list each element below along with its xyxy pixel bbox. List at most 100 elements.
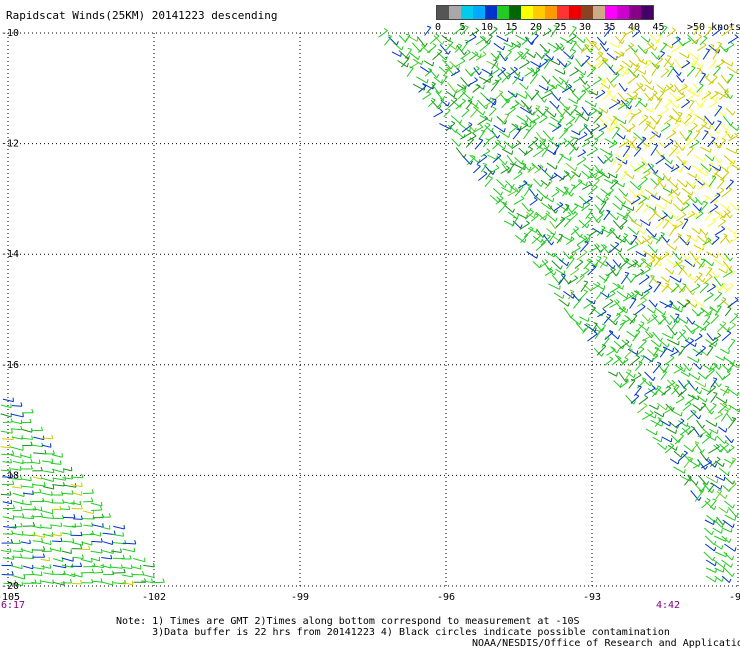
wind-barb xyxy=(603,273,610,284)
wind-barb xyxy=(571,130,581,136)
wind-barb xyxy=(467,100,478,107)
wind-barb xyxy=(575,42,585,52)
wind-barb xyxy=(559,171,570,182)
wind-barb xyxy=(510,100,519,110)
wind-barb xyxy=(530,60,541,68)
wind-barb xyxy=(691,34,702,45)
wind-barb xyxy=(71,544,83,550)
wind-barb xyxy=(724,306,732,317)
wind-barb xyxy=(717,137,726,149)
wind-barb xyxy=(485,34,493,44)
wind-barb xyxy=(669,458,680,465)
wind-barb xyxy=(549,100,560,109)
wind-barb xyxy=(83,497,94,503)
wind-barb xyxy=(715,108,727,117)
wind-barb xyxy=(23,564,34,570)
wind-barb xyxy=(31,571,43,577)
wind-barb xyxy=(12,574,26,580)
wind-barb xyxy=(80,545,91,550)
wind-barb xyxy=(580,55,591,67)
wind-barb xyxy=(669,224,677,237)
wind-barb xyxy=(493,124,506,133)
wind-barb xyxy=(62,466,73,472)
wind-barb xyxy=(555,268,566,275)
wind-barb xyxy=(485,169,492,180)
wind-barb xyxy=(570,244,581,254)
wind-barb xyxy=(521,202,532,212)
wind-barb xyxy=(563,122,573,132)
wind-barb xyxy=(652,172,665,181)
wind-barb xyxy=(686,180,696,189)
wind-barb xyxy=(664,405,673,414)
wind-barb xyxy=(612,180,625,188)
wind-barb xyxy=(705,434,717,441)
wind-barb xyxy=(595,212,604,222)
wind-barb xyxy=(568,211,578,222)
wind-barb xyxy=(469,27,480,37)
wind-barb xyxy=(665,267,675,275)
wind-barb xyxy=(3,524,17,529)
wind-barb xyxy=(572,137,579,147)
wind-barb xyxy=(691,308,702,317)
wind-barb xyxy=(61,490,74,495)
latitude-label: -12 xyxy=(1,139,19,150)
wind-barb xyxy=(566,33,577,44)
wind-barb xyxy=(550,25,558,38)
wind-barb xyxy=(10,564,23,570)
wind-barb xyxy=(654,97,663,110)
wind-barb xyxy=(681,163,691,171)
wind-barb xyxy=(71,522,83,527)
wind-barb xyxy=(648,274,655,285)
wind-barb xyxy=(678,420,689,427)
wind-barb xyxy=(710,391,718,403)
wind-barb xyxy=(654,417,662,428)
wind-barb xyxy=(657,178,667,189)
wind-barb xyxy=(697,475,710,486)
wind-barb xyxy=(512,128,521,140)
wind-barb xyxy=(658,212,668,222)
wind-barb xyxy=(687,356,700,364)
wind-barb xyxy=(678,345,686,356)
wind-barb xyxy=(21,476,32,482)
wind-barb xyxy=(72,491,83,496)
wind-barb xyxy=(636,402,648,414)
wind-barb xyxy=(562,203,570,214)
wind-barb xyxy=(577,180,588,187)
wind-barb xyxy=(727,507,739,518)
wind-barb xyxy=(579,114,590,122)
wind-barb xyxy=(580,43,590,54)
wind-barb xyxy=(685,299,698,308)
wind-barb xyxy=(581,181,593,190)
wind-barb xyxy=(401,56,410,68)
wind-barb xyxy=(633,188,644,198)
wind-barb xyxy=(593,76,602,85)
wind-barb xyxy=(592,42,602,51)
wind-barb xyxy=(615,157,628,165)
wind-barb xyxy=(681,37,692,46)
wind-barb xyxy=(484,175,493,188)
wind-barb xyxy=(685,109,694,118)
wind-barb xyxy=(455,98,466,110)
wind-barb xyxy=(100,580,114,586)
wind-barb xyxy=(101,554,113,560)
legend-swatch xyxy=(497,6,509,19)
wind-barb xyxy=(558,298,570,307)
wind-barb xyxy=(609,42,620,49)
wind-barb xyxy=(622,235,633,245)
wind-barb xyxy=(595,89,606,99)
wind-barb xyxy=(705,162,714,174)
wind-barb xyxy=(721,25,733,37)
wind-barb xyxy=(727,416,737,429)
wind-barb xyxy=(696,83,704,93)
wind-barb xyxy=(625,371,636,379)
wind-barb xyxy=(716,435,727,444)
wind-barb xyxy=(600,188,612,197)
wind-barb xyxy=(723,356,736,365)
wind-barb xyxy=(627,226,639,236)
wind-barb xyxy=(624,369,632,381)
wind-barb xyxy=(670,283,680,293)
wind-barb xyxy=(100,513,111,518)
wind-barb xyxy=(554,69,566,75)
wind-barb xyxy=(611,126,620,139)
wind-barb xyxy=(469,65,480,76)
